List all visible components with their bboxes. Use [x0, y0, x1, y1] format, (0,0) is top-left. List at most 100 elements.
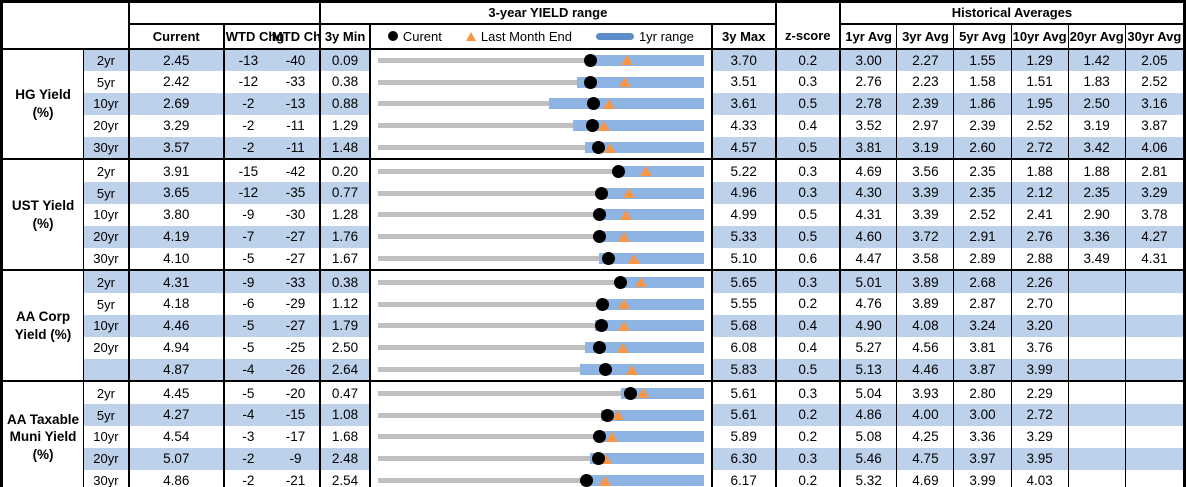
bar-1yr-range [590, 453, 704, 465]
bar-3y-range [378, 345, 704, 351]
cell-avg-5yr-avg: 2.39 [953, 114, 1012, 137]
cell-current: 4.10 [128, 247, 225, 271]
table-row: UST Yield (%) 2yr 3.91 -15 -42 0.20 5.22 0.3 4.6… [1, 158, 1185, 271]
last-month-end-marker [619, 209, 632, 220]
cell-current: 3.29 [128, 114, 225, 137]
cell-3y-max: 3.61 [711, 93, 777, 115]
current-dot-icon [387, 31, 398, 41]
cell-3y-min: 1.28 [320, 204, 372, 226]
current-marker [592, 208, 606, 222]
cell-avg-1yr-avg: 5.08 [839, 426, 898, 448]
current-marker [600, 408, 614, 422]
bar-1yr-range [600, 298, 704, 310]
current-marker [592, 452, 606, 466]
bar-3y-range [378, 57, 704, 63]
cell-z-score: 0.3 [775, 71, 841, 94]
table-row: 4.87 -4 -26 2.64 5.83 0.5 5.13 4.46 3.87 3.99 [2, 358, 1185, 382]
cell-wtd-chg: -12 [238, 74, 259, 90]
bar-1yr-range [586, 54, 704, 66]
cell-avg-10yr-avg: 3.95 [1011, 447, 1069, 470]
cell-z-score: 0.5 [775, 225, 841, 248]
cell-mtd-chg: -20 [271, 380, 322, 405]
cell-avg-20yr-avg: 2.35 [1068, 182, 1126, 205]
cell-3y-max: 6.17 [711, 469, 777, 487]
cell-avg-1yr-avg: 4.86 [839, 404, 898, 427]
bar-1yr-range [597, 187, 704, 199]
cell-avg-3yr-avg: 3.19 [896, 136, 955, 160]
cell-avg-10yr-avg: 2.52 [1011, 114, 1069, 137]
cell-wtd-chg: -15 [223, 158, 272, 183]
cell-3y-min: 1.76 [320, 225, 372, 248]
table-row: 10yr 4.54 -3 -17 1.68 5.89 0.2 5.08 4.25 3.36 3.29 [2, 426, 1185, 448]
cell-wtd-chg: -5 [242, 250, 255, 266]
cell-avg-1yr-avg: 3.81 [839, 136, 898, 160]
cell-avg-30yr-avg [1125, 358, 1185, 382]
table-row: 5yr 3.65 -12 -35 0.77 4.96 0.3 4.30 3.39 2.35 2.12… [2, 182, 1185, 205]
cell-current: 4.18 [128, 293, 225, 316]
cell-wtd-chg: -2 [242, 118, 255, 134]
last-month-end-marker [618, 320, 631, 331]
range-chart-cell [370, 47, 713, 72]
cell-avg-10yr-avg: 2.26 [1011, 269, 1069, 294]
cell-avg-20yr-avg [1068, 404, 1126, 427]
cell-3y-min: 2.54 [320, 469, 372, 487]
last-month-end-marker [618, 77, 631, 88]
range-group-title: 3-year YIELD range [319, 0, 777, 25]
cell-avg-3yr-avg: 4.25 [896, 426, 955, 448]
last-month-end-marker [620, 55, 633, 66]
cell-z-score: 0.6 [775, 247, 841, 271]
cell-z-score: 0.5 [775, 204, 841, 226]
bar-3y-range [378, 412, 704, 418]
historical-averages-title: Historical Averages [838, 0, 1186, 25]
cell-tenor: 2yr [83, 47, 130, 72]
cell-avg-20yr-avg: 3.42 [1068, 136, 1126, 160]
table-row: 20yr 4.19 -7 -27 1.76 5.33 0.5 4.60 3.72 2.91 2.76… [2, 225, 1185, 248]
cell-avg-20yr-avg: 1.88 [1068, 158, 1126, 183]
cell-avg-20yr-avg [1068, 447, 1126, 470]
cell-avg-5yr-avg: 2.87 [953, 293, 1012, 316]
cell-avg-20yr-avg [1068, 315, 1126, 337]
cell-current: 5.07 [128, 447, 225, 470]
bar-3y-range [378, 456, 704, 462]
cell-3y-max: 5.55 [711, 293, 777, 316]
cell-avg-10yr-avg: 2.41 [1011, 204, 1069, 226]
cell-z-score: 0.3 [775, 182, 841, 205]
table-row: 20yr 5.07 -2 -9 2.48 6.30 0.3 5.46 4.75 3.97 3.95 [2, 447, 1185, 470]
cell-tenor: 30yr [83, 136, 130, 160]
cell-3y-max: 4.99 [711, 204, 777, 226]
bar-1yr-range [597, 209, 704, 221]
bar-1yr-range [596, 231, 704, 243]
cell-z-score: 0.4 [775, 336, 841, 359]
bar-1yr-range [585, 475, 704, 487]
cell-avg-1yr-avg: 3.00 [839, 47, 898, 72]
cell-avg-10yr-avg: 2.72 [1011, 136, 1069, 160]
cell-3y-min: 1.67 [320, 247, 372, 271]
table-row: AA Corp Yield (%) 2yr 4.31 -9 -33 0.38 5.65 0.3… [1, 269, 1185, 382]
table-row: 5yr 4.27 -4 -15 1.08 5.61 0.2 4.86 4.00 3.00 2.72 [2, 404, 1185, 427]
cell-avg-5yr-avg: 1.86 [953, 93, 1012, 115]
cell-z-score: 0.2 [775, 404, 841, 427]
last-month-end-marker [639, 166, 652, 177]
bar-1yr-range [548, 98, 704, 110]
cell-avg-10yr-avg: 3.29 [1011, 426, 1069, 448]
last-month-end-marker [635, 277, 648, 288]
range-chart-cell [370, 293, 713, 316]
cell-avg-3yr-avg: 2.39 [896, 93, 955, 115]
bar-3y-range [378, 234, 704, 240]
cell-wtd-chg: -3 [242, 429, 255, 445]
cell-avg-1yr-avg: 5.01 [839, 269, 898, 294]
cell-tenor: 5yr [83, 71, 130, 94]
blank-header-cell [128, 1, 322, 25]
table-row: 10yr 3.80 -9 -30 1.28 4.99 0.5 4.31 3.39 2.52 2.41… [2, 204, 1185, 226]
range-track [378, 204, 704, 226]
last-month-end-marker [603, 142, 616, 153]
cell-wtd-chg: -4 [223, 358, 272, 382]
cell-avg-30yr-avg: 3.78 [1141, 207, 1168, 223]
bar-1yr-range [614, 165, 704, 177]
cell-mtd-chg: -11 [271, 136, 322, 160]
cell-tenor: 10yr [83, 204, 130, 226]
bar-1yr-range [576, 76, 704, 88]
cell-avg-5yr-avg: 3.97 [953, 447, 1012, 470]
col-header-5yr-avg: 5yr Avg [953, 23, 1012, 50]
